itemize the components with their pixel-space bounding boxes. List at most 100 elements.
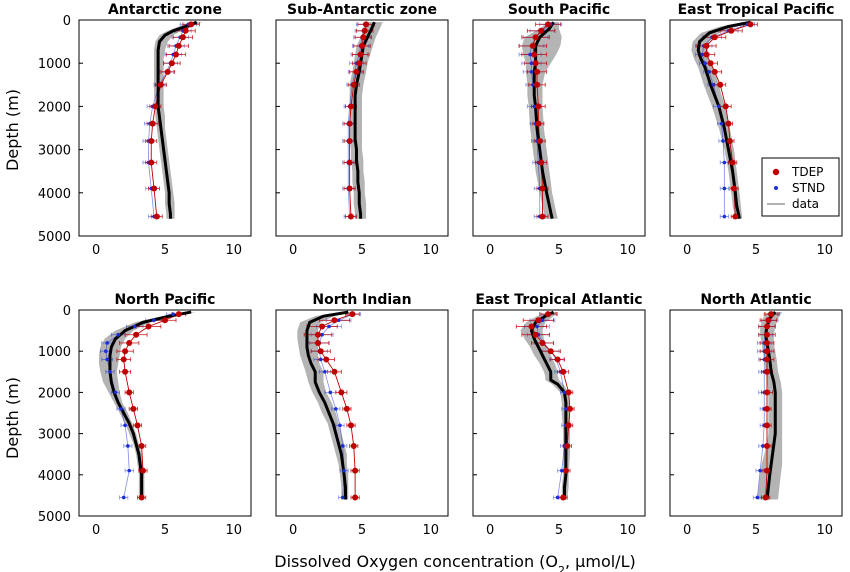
tdep-point	[346, 137, 353, 144]
tdep-point	[547, 348, 554, 355]
tdep-point	[722, 103, 729, 110]
panel-title: Antarctic zone	[108, 2, 222, 18]
stnd-point	[722, 214, 727, 219]
tdep-point	[564, 442, 571, 449]
stnd-point	[711, 83, 716, 87]
tdep-point	[338, 389, 345, 396]
tdep-point	[346, 120, 353, 127]
tdep-point	[764, 368, 771, 375]
y-axis-label-bottom: Depth (m)	[3, 377, 22, 459]
stnd-point	[540, 318, 545, 323]
tdep-point	[314, 331, 321, 338]
x-tick-label: 10	[817, 523, 834, 538]
x-axis-label: Dissolved Oxygen concentration (O2, µmol…	[274, 552, 635, 572]
panel-title: South Pacific	[508, 2, 610, 18]
tdep-point	[560, 368, 567, 375]
stnd-point	[132, 324, 137, 329]
tdep-point	[363, 21, 370, 28]
panel-frame	[669, 309, 843, 517]
tdep-point	[179, 34, 186, 41]
tdep-point	[764, 442, 771, 449]
stnd-point	[564, 407, 568, 411]
x-tick-label: 0	[92, 243, 100, 258]
stnd-point	[562, 390, 567, 395]
x-tick-label: 0	[486, 243, 494, 258]
tdep-point	[357, 51, 364, 58]
tdep-point	[764, 348, 771, 355]
stnd-point	[338, 423, 342, 428]
x-tick-label: 5	[555, 243, 563, 258]
tdep-point	[765, 317, 772, 324]
tdep-point	[703, 51, 710, 58]
tdep-point	[725, 120, 732, 127]
tdep-point	[122, 368, 129, 375]
tdep-point	[560, 494, 567, 501]
stnd-point	[171, 312, 176, 316]
stnd-point	[119, 407, 123, 411]
stnd-line	[701, 23, 748, 217]
stnd-point	[334, 407, 338, 411]
tdep-point	[711, 68, 718, 75]
tdep-point	[350, 442, 357, 449]
stnd-point	[105, 341, 110, 345]
panel-6: North Indian 0 5 10	[275, 292, 449, 538]
stnd-point	[703, 61, 707, 65]
panel-frame	[472, 19, 646, 237]
tdep-point	[323, 356, 330, 363]
tdep-point	[764, 356, 771, 363]
tdep-point	[764, 405, 771, 412]
legend-label: data	[792, 197, 819, 211]
tdep-point	[162, 317, 168, 324]
panel-title: Sub-Antarctic zone	[287, 2, 437, 18]
x-tick-label: 10	[620, 523, 637, 538]
tdep-point	[317, 348, 324, 355]
tdep-point	[730, 185, 737, 192]
stnd-point	[126, 444, 130, 448]
legend-label: STND	[792, 181, 825, 195]
data-profile-line	[532, 21, 555, 220]
stnd-point	[327, 324, 331, 329]
x-tick-label: 10	[226, 243, 243, 258]
stnd-point	[758, 468, 762, 473]
x-tick-label: 0	[683, 523, 691, 538]
tdep-point	[729, 159, 736, 166]
stnd-point	[531, 83, 535, 87]
stnd-point	[529, 70, 534, 74]
panel-title: North Indian	[312, 292, 411, 308]
x-tick-label: 0	[289, 243, 297, 258]
stnd-point	[108, 370, 112, 374]
stnd-point	[152, 318, 156, 323]
tdep-point	[168, 60, 175, 67]
tdep-point	[145, 323, 152, 330]
data-profile-line	[353, 21, 376, 219]
tdep-point	[707, 60, 714, 67]
stnd-point	[121, 495, 126, 500]
x-tick-label: 0	[683, 243, 691, 258]
tdep-point	[175, 311, 182, 318]
stnd-point	[707, 70, 712, 74]
x-tick-label: 5	[358, 523, 366, 538]
tdep-point	[764, 331, 771, 338]
x-tick-label: 10	[423, 523, 440, 538]
panel-3: South Pacific 0 5 10	[472, 2, 646, 258]
tdep-point	[711, 34, 718, 41]
stnd-point	[755, 495, 760, 500]
tdep-point	[554, 356, 561, 363]
tdep-point	[539, 339, 546, 346]
tdep-point	[762, 494, 769, 501]
stnd-point	[340, 444, 345, 448]
tdep-point	[133, 331, 140, 338]
tdep-point	[538, 159, 545, 166]
panel-title: North Atlantic	[700, 292, 811, 308]
y-tick-label: 5000	[38, 230, 71, 245]
panel-title: East Tropical Atlantic	[475, 292, 642, 308]
y-tick-label: 0	[63, 14, 71, 29]
tdep-point	[148, 159, 155, 166]
stnd-point	[532, 104, 537, 109]
panel-2: Sub-Antarctic zone 0 5 10	[275, 2, 449, 258]
y-tick-label: 1000	[38, 345, 71, 360]
tdep-point	[352, 467, 359, 474]
tdep-point	[182, 27, 189, 34]
tdep-point	[533, 68, 540, 75]
